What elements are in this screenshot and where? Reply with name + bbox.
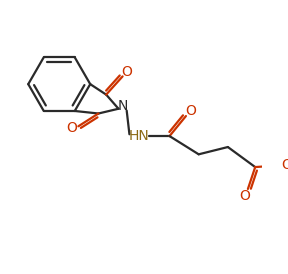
Text: O: O xyxy=(239,189,250,203)
Text: O: O xyxy=(185,104,196,118)
Text: O: O xyxy=(67,121,77,135)
Text: O: O xyxy=(122,65,132,79)
Text: O: O xyxy=(282,158,288,172)
Text: N: N xyxy=(118,99,128,113)
Text: HN: HN xyxy=(128,129,149,143)
